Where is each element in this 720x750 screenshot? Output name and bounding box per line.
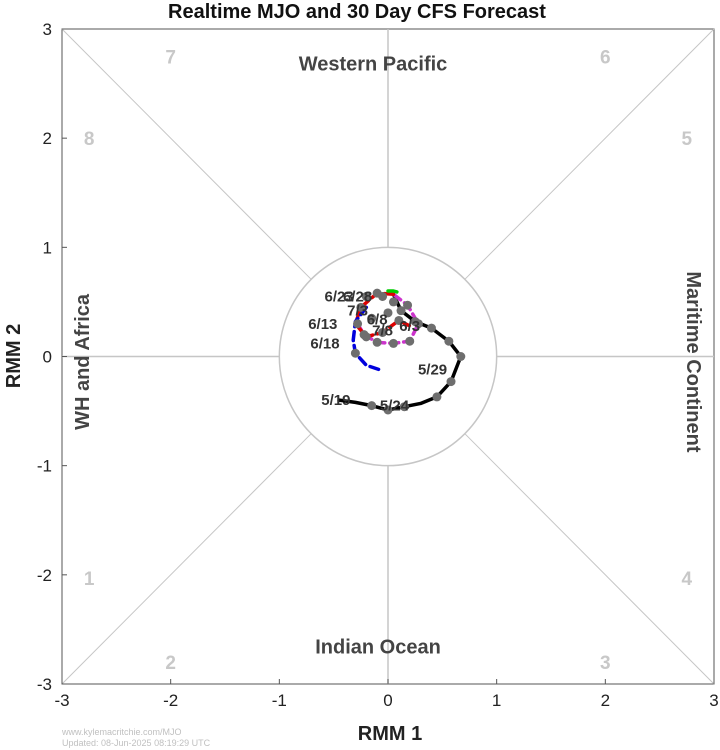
y-tick-label: 0	[43, 348, 52, 367]
phase-label: 3	[600, 653, 611, 674]
y-axis-label: RMM 2	[3, 324, 25, 388]
data-point-marker	[388, 297, 398, 307]
y-tick-label: 1	[43, 238, 52, 257]
data-point-marker	[444, 336, 454, 346]
region-label-top: Western Pacific	[299, 53, 448, 75]
region-label-bottom: Indian Ocean	[315, 636, 441, 658]
data-point-marker	[356, 302, 366, 312]
data-point-marker	[456, 352, 466, 361]
y-axis-ticks: -3 -2 -1 0 1 2 3	[37, 20, 67, 694]
series-line-forecast-green	[386, 289, 403, 295]
data-point-marker	[361, 332, 371, 342]
data-point-marker	[383, 308, 393, 318]
date-label: 6/3	[399, 318, 420, 335]
date-label: 5/29	[418, 362, 447, 379]
data-point-marker	[396, 306, 406, 316]
x-tick-label: 3	[709, 691, 718, 710]
y-tick-label: 3	[43, 20, 52, 39]
data-point-marker	[372, 337, 382, 347]
date-label: 6/8	[367, 311, 388, 328]
date-label: 5/24	[380, 398, 410, 415]
date-label: 6/13	[308, 316, 337, 333]
phase-label: 6	[600, 47, 611, 68]
data-point-marker	[426, 323, 436, 333]
y-tick-label: -3	[37, 675, 52, 694]
data-point-marker	[383, 405, 393, 415]
data-point-marker	[367, 401, 377, 411]
region-label-left: WH and Africa	[72, 293, 94, 430]
x-tick-label: 2	[601, 691, 610, 710]
data-point-marker	[353, 319, 363, 329]
date-label: 7/3	[347, 303, 368, 320]
footer-updated: Updated: 08-Jun-2025 08:19:29 UTC	[62, 738, 211, 748]
y-tick-label: -1	[37, 457, 52, 476]
series-line-forecast-blue	[351, 305, 385, 373]
plot-area: Western Pacific Indian Ocean WH and Africa…	[61, 28, 715, 685]
data-point-marker	[378, 327, 388, 337]
data-point-marker	[367, 313, 377, 323]
x-axis-label: RMM 1	[358, 723, 422, 745]
region-label-right: Maritime Continent	[682, 271, 704, 452]
data-point-marker	[378, 291, 388, 301]
x-tick-label: 0	[383, 691, 392, 710]
diagonal-line	[61, 433, 312, 685]
data-point-marker	[405, 336, 415, 346]
diagonal-line	[61, 28, 312, 280]
y-tick-label: 2	[43, 129, 52, 148]
chart-title: Realtime MJO and 30 Day CFS Forecast	[168, 1, 546, 23]
data-point-marker	[446, 377, 456, 387]
date-label: 6/23	[324, 288, 353, 305]
phase-label: 4	[682, 569, 693, 590]
date-label: 6/18	[310, 335, 339, 352]
y-tick-label: -2	[37, 566, 52, 585]
diagonal-line	[464, 28, 715, 280]
x-axis-ticks: -3 -2 -1 0 1 2 3	[54, 679, 719, 710]
phase-label: 1	[84, 569, 95, 590]
data-point-marker	[394, 315, 404, 325]
x-tick-label: -1	[272, 691, 287, 710]
phase-label: 7	[165, 47, 176, 68]
date-label: 7/8	[372, 322, 393, 339]
phase-label: 5	[682, 129, 693, 150]
data-point-marker	[361, 291, 371, 301]
data-point-marker	[388, 338, 398, 348]
phase-label: 2	[165, 653, 176, 674]
x-tick-label: -3	[54, 691, 69, 710]
data-point-marker	[399, 402, 409, 412]
date-label: 6/28	[343, 288, 372, 305]
diagonal-line	[464, 433, 715, 685]
phase-label: 8	[84, 129, 95, 150]
data-point-marker	[413, 319, 423, 329]
x-tick-label: 1	[492, 691, 501, 710]
data-point-marker	[432, 392, 442, 402]
unit-circle	[278, 246, 498, 467]
x-tick-label: -2	[163, 691, 178, 710]
footer-url: www.kylemacritchie.com/MJO	[61, 727, 182, 737]
data-point-marker	[350, 348, 360, 358]
date-label: 5/19	[321, 392, 350, 409]
data-point-marker	[403, 300, 413, 310]
